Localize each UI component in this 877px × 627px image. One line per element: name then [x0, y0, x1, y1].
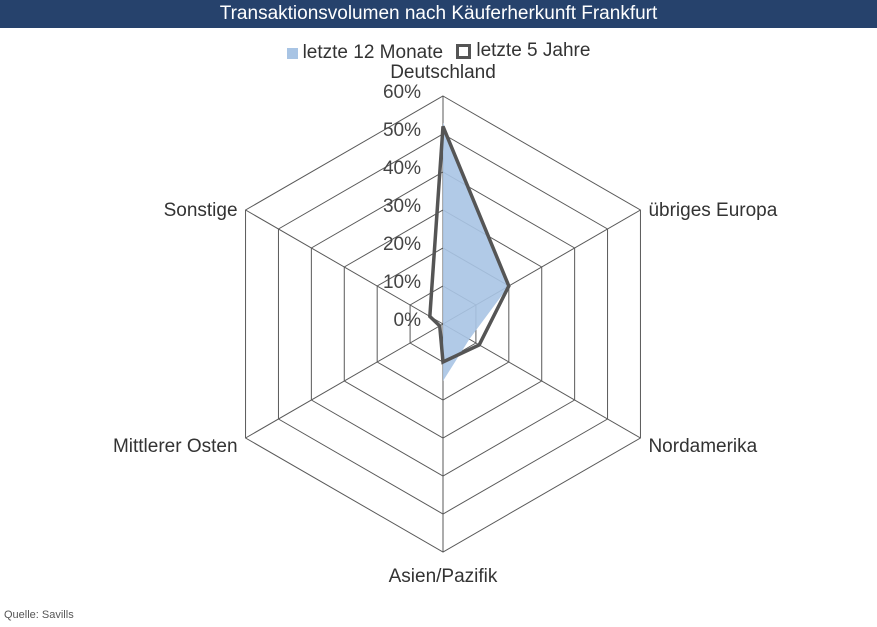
spoke-4: [245, 323, 444, 439]
legend-label-5-jahre: letzte 5 Jahre: [476, 40, 591, 61]
category-label-4: Mittlerer Osten: [113, 436, 238, 457]
source-note: Quelle: Savills: [4, 609, 74, 621]
legend: letzte 12 Monate letzte 5 Jahre: [0, 40, 877, 65]
tick-label-5: 50%: [383, 120, 421, 141]
tick-label-2: 20%: [383, 234, 421, 255]
tick-label-1: 10%: [383, 272, 421, 293]
category-label-1: übriges Europa: [648, 200, 777, 221]
tick-label-6: 60%: [383, 82, 421, 103]
chart-title: Transaktionsvolumen nach Käuferherkunft …: [0, 0, 877, 28]
series-area-12-monate: [443, 122, 509, 381]
legend-label-12-monate: letzte 12 Monate: [302, 42, 444, 63]
tick-label-3: 30%: [383, 196, 421, 217]
legend-swatch-filled: [286, 47, 298, 59]
tick-label-0: 0%: [394, 310, 422, 331]
legend-item-5-jahre: letzte 5 Jahre: [456, 40, 590, 62]
spoke-2: [442, 323, 641, 439]
legend-item-12-monate: letzte 12 Monate: [286, 42, 444, 64]
spoke-5: [245, 209, 444, 325]
category-label-0: Deutschland: [390, 62, 496, 83]
legend-swatch-line: [456, 43, 472, 59]
series-line-5-jahre: [428, 125, 511, 365]
tick-label-4: 40%: [383, 158, 421, 179]
category-label-5: Sonstige: [164, 200, 238, 221]
category-label-3: Asien/Pazifik: [389, 566, 498, 587]
category-label-2: Nordamerika: [648, 436, 757, 457]
